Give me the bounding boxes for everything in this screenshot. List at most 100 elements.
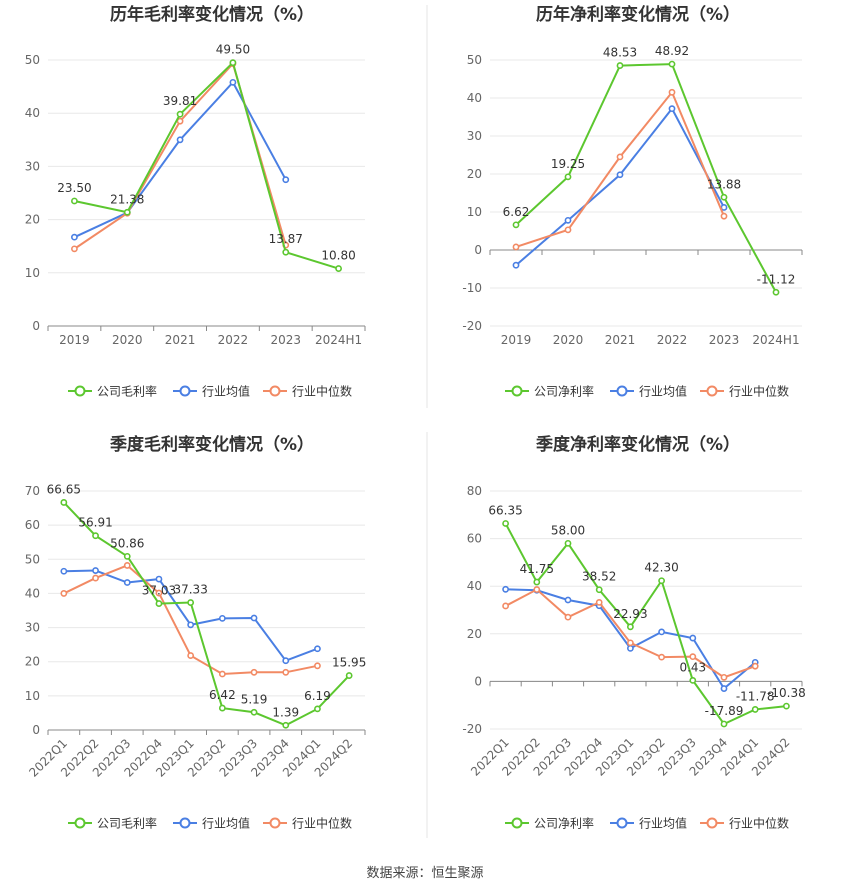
data-point-avg <box>92 567 99 574</box>
data-point-avg <box>218 614 226 622</box>
data-label: -11.12 <box>757 272 796 286</box>
data-point-median <box>689 653 697 661</box>
legend-item-company: 公司毛利率 <box>68 384 157 399</box>
x-tick-label: 2021 <box>165 333 196 347</box>
data-point-company <box>250 708 258 716</box>
x-tick-label: 2019 <box>59 333 90 347</box>
data-point-avg <box>564 216 572 224</box>
data-point-company <box>595 586 603 594</box>
series-line-company <box>515 63 777 293</box>
y-tick-label: 60 <box>467 532 482 546</box>
data-label: 42.30 <box>644 561 678 575</box>
y-tick-label: 0 <box>32 319 40 333</box>
chart-panel-3: 季度毛利率变化情况（%）0102030405060702022Q12022Q22… <box>25 434 367 831</box>
data-point-avg <box>282 657 290 665</box>
data-label: 38.52 <box>582 570 616 584</box>
data-point-avg <box>627 644 634 652</box>
y-tick-label: 0 <box>474 674 482 688</box>
y-tick-label: 10 <box>25 266 40 280</box>
y-tick-label: 40 <box>25 106 40 120</box>
x-tick-label: 2020 <box>112 333 143 347</box>
data-point-company <box>314 705 321 713</box>
y-tick-label: 20 <box>467 167 482 181</box>
data-point-company <box>282 248 290 256</box>
data-point-median <box>720 673 728 681</box>
legend-item-median: 行业中位数 <box>263 816 352 831</box>
data-label: 58.00 <box>551 523 585 537</box>
legend-swatch-marker <box>269 817 281 829</box>
data-label: 13.87 <box>269 232 303 246</box>
data-point-avg <box>250 614 258 622</box>
data-point-avg <box>71 233 78 241</box>
data-point-company <box>689 676 697 684</box>
data-point-company <box>282 721 290 729</box>
data-point-avg <box>616 171 624 179</box>
data-label: 0.43 <box>679 660 706 674</box>
legend-swatch-marker <box>74 385 86 397</box>
data-label: 13.88 <box>707 177 741 191</box>
x-tick-label: 2019 <box>501 333 532 347</box>
y-tick-label: 60 <box>25 518 40 532</box>
data-label: -10.38 <box>767 686 806 700</box>
data-point-company <box>123 208 131 216</box>
data-point-company <box>229 59 237 67</box>
data-point-avg <box>658 628 665 636</box>
data-label: 10.80 <box>321 249 355 263</box>
y-tick-label: 50 <box>25 53 40 67</box>
legend-label: 公司净利率 <box>534 816 594 831</box>
data-point-company <box>658 577 665 585</box>
legend-swatch-marker <box>179 385 191 397</box>
y-tick-label: 40 <box>467 91 482 105</box>
y-tick-label: 80 <box>467 484 482 498</box>
data-point-median <box>176 117 184 125</box>
series-line-company <box>74 60 339 270</box>
data-label: 50.86 <box>110 536 144 550</box>
data-point-avg <box>512 261 520 269</box>
legend-swatch-marker <box>706 817 718 829</box>
legend-swatch-marker <box>511 817 523 829</box>
data-point-company <box>345 672 353 679</box>
data-point-company <box>187 599 195 606</box>
legend-item-avg: 行业均值 <box>173 384 250 399</box>
data-label: 6.62 <box>503 205 530 219</box>
data-label: 56.91 <box>78 516 112 530</box>
series-line-median <box>73 61 287 250</box>
y-tick-label: 70 <box>25 484 40 498</box>
data-point-company <box>123 552 131 560</box>
legend-label: 公司净利率 <box>534 384 594 399</box>
data-point-avg <box>720 204 728 211</box>
data-label: 1.39 <box>272 705 299 719</box>
data-point-company <box>155 600 163 607</box>
series-line-company <box>63 501 350 727</box>
chart-panel-4: 季度净利率变化情况（%）-200204060802022Q12022Q22022… <box>462 434 805 831</box>
legend-label: 行业中位数 <box>292 384 352 399</box>
data-point-avg <box>155 575 163 583</box>
legend-label: 行业均值 <box>639 384 687 399</box>
data-point-median <box>71 245 78 253</box>
data-point-company <box>668 60 676 68</box>
data-point-median <box>751 662 759 670</box>
x-tick-label: 2024H1 <box>752 333 799 347</box>
y-tick-label: 10 <box>25 689 40 703</box>
data-point-company <box>533 578 541 586</box>
y-tick-label: 30 <box>25 621 40 635</box>
data-point-median <box>60 590 68 597</box>
data-point-avg <box>176 136 184 144</box>
data-point-avg <box>229 78 237 86</box>
y-tick-label: 20 <box>25 213 40 227</box>
x-tick-label: 2021 <box>605 333 636 347</box>
x-tick-label: 2023 <box>270 333 301 347</box>
data-point-company <box>92 532 99 540</box>
data-point-median <box>564 226 572 234</box>
x-tick-label: 2023 <box>709 333 740 347</box>
x-tick-label: 2024H1 <box>315 333 362 347</box>
data-point-company <box>751 706 759 713</box>
data-point-avg <box>60 567 68 575</box>
data-label: 66.65 <box>47 482 81 496</box>
legend-label: 行业均值 <box>202 816 250 831</box>
legend-item-median: 行业中位数 <box>700 384 789 399</box>
y-tick-label: 50 <box>467 53 482 67</box>
data-point-company <box>720 720 728 728</box>
y-tick-label: -20 <box>462 319 482 333</box>
data-source-note: 数据来源：恒生聚源 <box>366 866 484 881</box>
